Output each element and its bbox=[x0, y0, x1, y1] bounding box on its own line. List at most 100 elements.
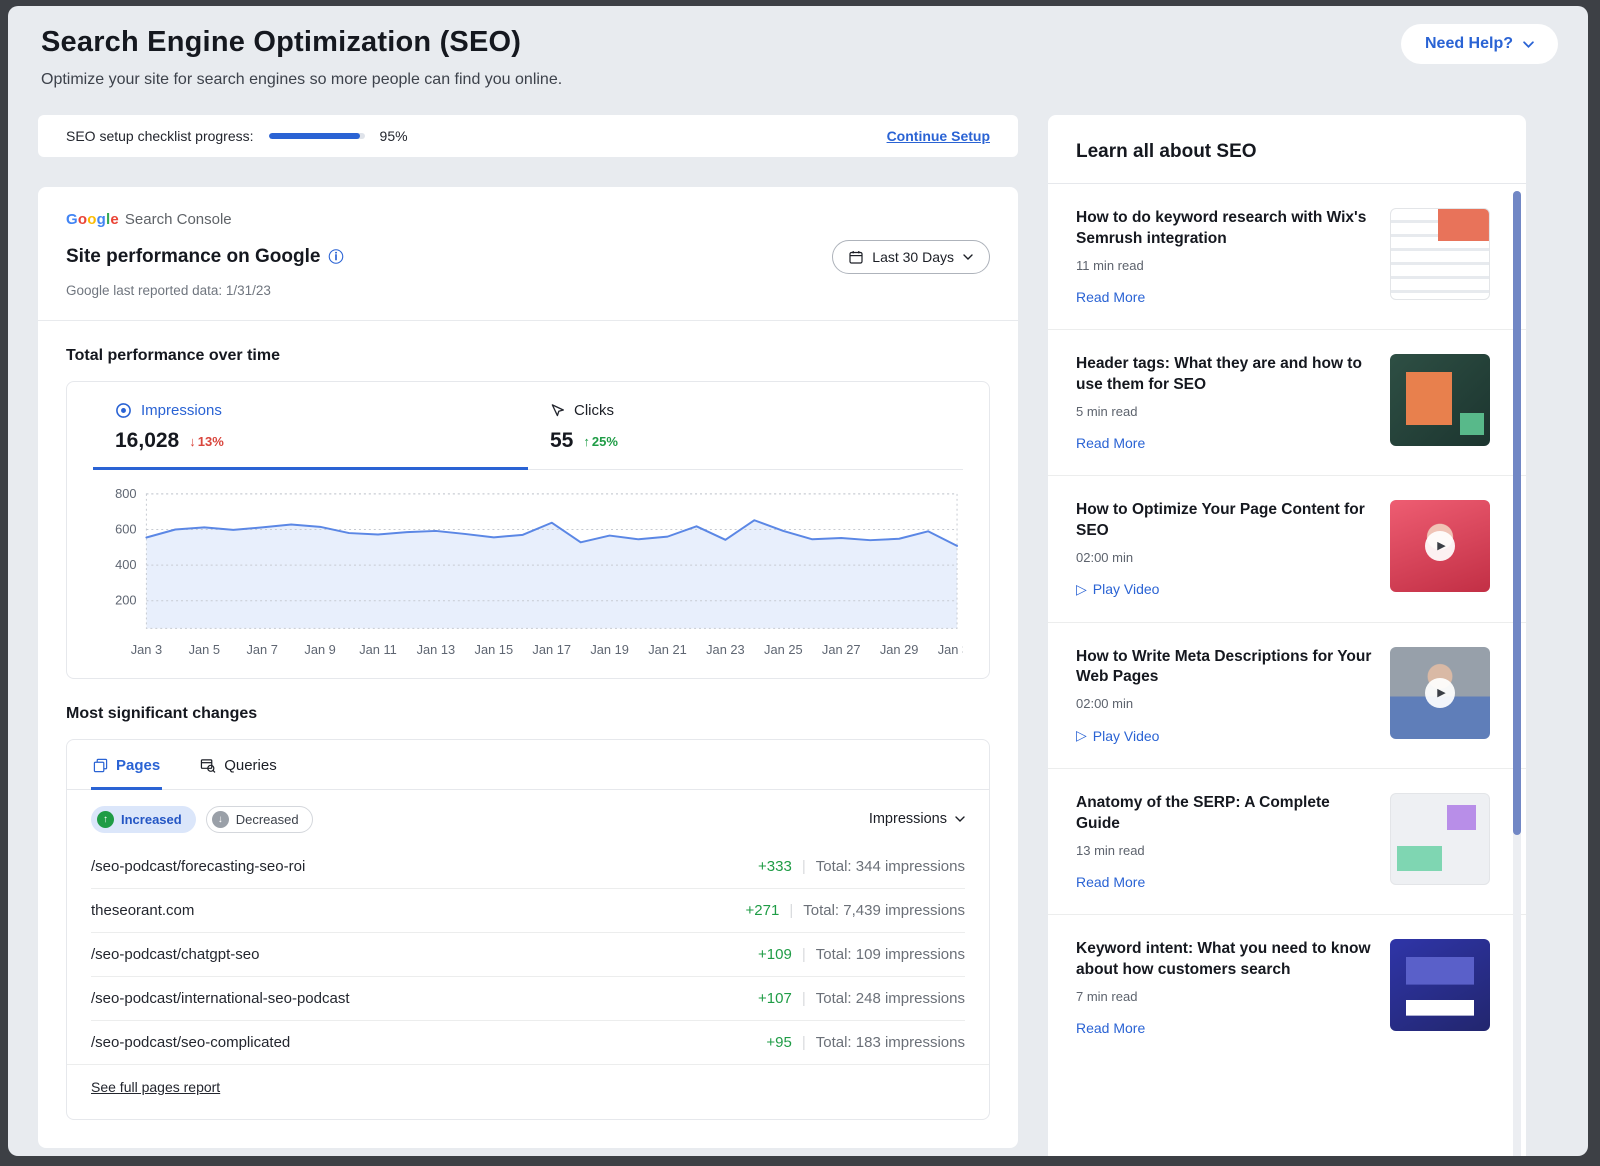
date-range-label: Last 30 Days bbox=[872, 249, 954, 265]
video-thumbnail[interactable]: ▶ bbox=[1390, 499, 1490, 592]
clicks-label: Clicks bbox=[574, 402, 614, 419]
see-full-pages-report-link[interactable]: See full pages report bbox=[91, 1078, 221, 1095]
chevron-down-icon bbox=[1523, 40, 1534, 48]
article-item: How to Write Meta Descriptions for Your … bbox=[1048, 623, 1526, 770]
arrow-down-icon: ↓ bbox=[211, 810, 229, 828]
svg-text:200: 200 bbox=[115, 593, 136, 608]
learn-panel-title: Learn all about SEO bbox=[1048, 115, 1526, 184]
table-row: /seo-podcast/seo-complicated +95 | Total… bbox=[91, 1019, 965, 1064]
arrow-down-icon: ↓ bbox=[189, 433, 196, 449]
table-row: /seo-podcast/international-seo-podcast +… bbox=[91, 975, 965, 1020]
play-video-link[interactable]: ▷ Play Video bbox=[1076, 581, 1374, 598]
read-more-link[interactable]: Read More bbox=[1076, 435, 1374, 451]
significant-changes-card: Pages Queries bbox=[66, 738, 990, 1120]
row-separator: | bbox=[801, 989, 806, 1007]
play-icon: ▷ bbox=[1076, 580, 1087, 597]
impressions-value: 16,028 bbox=[115, 429, 180, 452]
progress-fill bbox=[268, 133, 360, 139]
read-more-link[interactable]: Read More bbox=[1076, 289, 1374, 305]
video-thumbnail[interactable]: ▶ bbox=[1390, 646, 1490, 739]
impressions-metric-tab[interactable]: Impressions 16,028 ↓ 13% bbox=[93, 398, 528, 470]
arrow-up-icon: ↑ bbox=[583, 433, 590, 449]
progress-percent: 95% bbox=[379, 128, 408, 144]
tab-queries[interactable]: Queries bbox=[198, 740, 279, 790]
clicks-metric-tab[interactable]: Clicks 55 ↑ 25% bbox=[528, 398, 963, 470]
divider bbox=[38, 320, 1018, 321]
clicks-cursor-icon bbox=[550, 403, 565, 418]
learn-seo-panel: Learn all about SEO How to do keyword re… bbox=[1048, 115, 1526, 1156]
row-total-impressions: Total: 344 impressions bbox=[815, 857, 965, 875]
progress-bar bbox=[268, 133, 365, 139]
table-row: /seo-podcast/forecasting-seo-roi +333 | … bbox=[91, 845, 965, 888]
article-item: Anatomy of the SERP: A Complete Guide 13… bbox=[1048, 769, 1526, 916]
article-read-time: 13 min read bbox=[1076, 843, 1145, 859]
svg-text:Jan 17: Jan 17 bbox=[532, 642, 571, 657]
impressions-icon bbox=[115, 402, 132, 419]
svg-text:Jan 5: Jan 5 bbox=[189, 642, 220, 657]
tab-pages-label: Pages bbox=[116, 756, 161, 774]
sort-dropdown[interactable]: Impressions bbox=[869, 811, 965, 827]
google-search-console-logo: Google Search Console bbox=[66, 211, 990, 228]
performance-section-title: Total performance over time bbox=[66, 347, 280, 364]
video-play-icon: ▶ bbox=[1425, 530, 1455, 561]
site-performance-card: Google Search Console Site performance o… bbox=[38, 187, 1018, 1148]
filter-increased-label: Increased bbox=[121, 811, 182, 827]
page-title: Search Engine Optimization (SEO) bbox=[41, 26, 522, 58]
article-thumbnail[interactable] bbox=[1390, 353, 1490, 446]
performance-chart-card: Impressions 16,028 ↓ 13% bbox=[66, 381, 990, 679]
article-thumbnail[interactable] bbox=[1390, 793, 1490, 886]
svg-text:800: 800 bbox=[115, 486, 136, 501]
article-title: How to Optimize Your Page Content for SE… bbox=[1076, 500, 1365, 539]
row-total-impressions: Total: 248 impressions bbox=[815, 989, 965, 1007]
svg-text:Jan 7: Jan 7 bbox=[247, 642, 278, 657]
svg-text:Jan 27: Jan 27 bbox=[822, 642, 861, 657]
row-page-path: /seo-podcast/chatgpt-seo bbox=[91, 945, 260, 963]
last-reported-date: Google last reported data: 1/31/23 bbox=[66, 283, 271, 298]
google-logo-word: Google bbox=[66, 211, 119, 228]
filter-decreased-label: Decreased bbox=[235, 811, 299, 827]
article-read-time: 7 min read bbox=[1076, 989, 1138, 1005]
tab-queries-label: Queries bbox=[224, 756, 277, 774]
play-video-link[interactable]: ▷ Play Video bbox=[1076, 727, 1374, 744]
row-change-value: +95 bbox=[766, 1033, 792, 1051]
changes-section-title: Most significant changes bbox=[66, 704, 258, 722]
row-separator: | bbox=[801, 857, 806, 875]
row-total-impressions: Total: 109 impressions bbox=[815, 945, 965, 963]
date-range-dropdown[interactable]: Last 30 Days bbox=[832, 240, 990, 274]
svg-text:Jan 3: Jan 3 bbox=[131, 642, 162, 657]
row-total-impressions: Total: 183 impressions bbox=[815, 1033, 965, 1051]
svg-text:Jan 19: Jan 19 bbox=[590, 642, 629, 657]
article-read-time: 11 min read bbox=[1076, 257, 1144, 273]
page-subtitle: Optimize your site for search engines so… bbox=[41, 71, 563, 88]
setup-progress-card: SEO setup checklist progress: 95% Contin… bbox=[38, 115, 1018, 157]
article-thumbnail[interactable] bbox=[1390, 939, 1490, 1032]
read-more-label: Read More bbox=[1076, 288, 1146, 305]
tab-pages[interactable]: Pages bbox=[91, 740, 163, 790]
article-thumbnail[interactable] bbox=[1390, 208, 1490, 300]
row-change-value: +271 bbox=[745, 901, 780, 919]
row-page-path: /seo-podcast/forecasting-seo-roi bbox=[91, 857, 306, 875]
article-read-time: 5 min read bbox=[1076, 403, 1138, 419]
read-more-label: Read More bbox=[1076, 1020, 1146, 1037]
svg-text:Jan 29: Jan 29 bbox=[880, 642, 919, 657]
article-item: How to Optimize Your Page Content for SE… bbox=[1048, 476, 1526, 623]
need-help-button[interactable]: Need Help? bbox=[1400, 24, 1558, 64]
info-icon[interactable]: ⓘ bbox=[328, 248, 344, 266]
seo-dashboard-page: Search Engine Optimization (SEO) Optimiz… bbox=[8, 6, 1588, 1156]
svg-text:Jan 15: Jan 15 bbox=[475, 642, 514, 657]
read-more-link[interactable]: Read More bbox=[1076, 1020, 1374, 1036]
svg-text:Jan 11: Jan 11 bbox=[359, 642, 397, 657]
svg-text:600: 600 bbox=[115, 521, 136, 536]
read-more-link[interactable]: Read More bbox=[1076, 874, 1374, 890]
filter-increased[interactable]: ↑ Increased bbox=[91, 805, 196, 833]
article-title: Header tags: What they are and how to us… bbox=[1076, 354, 1362, 393]
filter-decreased[interactable]: ↓ Decreased bbox=[205, 805, 313, 833]
row-change-value: +107 bbox=[758, 989, 792, 1007]
vertical-scrollbar-track[interactable] bbox=[1513, 191, 1521, 1156]
svg-text:Jan 9: Jan 9 bbox=[304, 642, 335, 657]
continue-setup-link[interactable]: Continue Setup bbox=[886, 128, 990, 144]
queries-icon bbox=[200, 758, 216, 773]
table-row: /seo-podcast/chatgpt-seo +109 | Total: 1… bbox=[91, 931, 965, 976]
sort-dropdown-label: Impressions bbox=[868, 811, 947, 828]
vertical-scrollbar-thumb[interactable] bbox=[1513, 191, 1521, 836]
